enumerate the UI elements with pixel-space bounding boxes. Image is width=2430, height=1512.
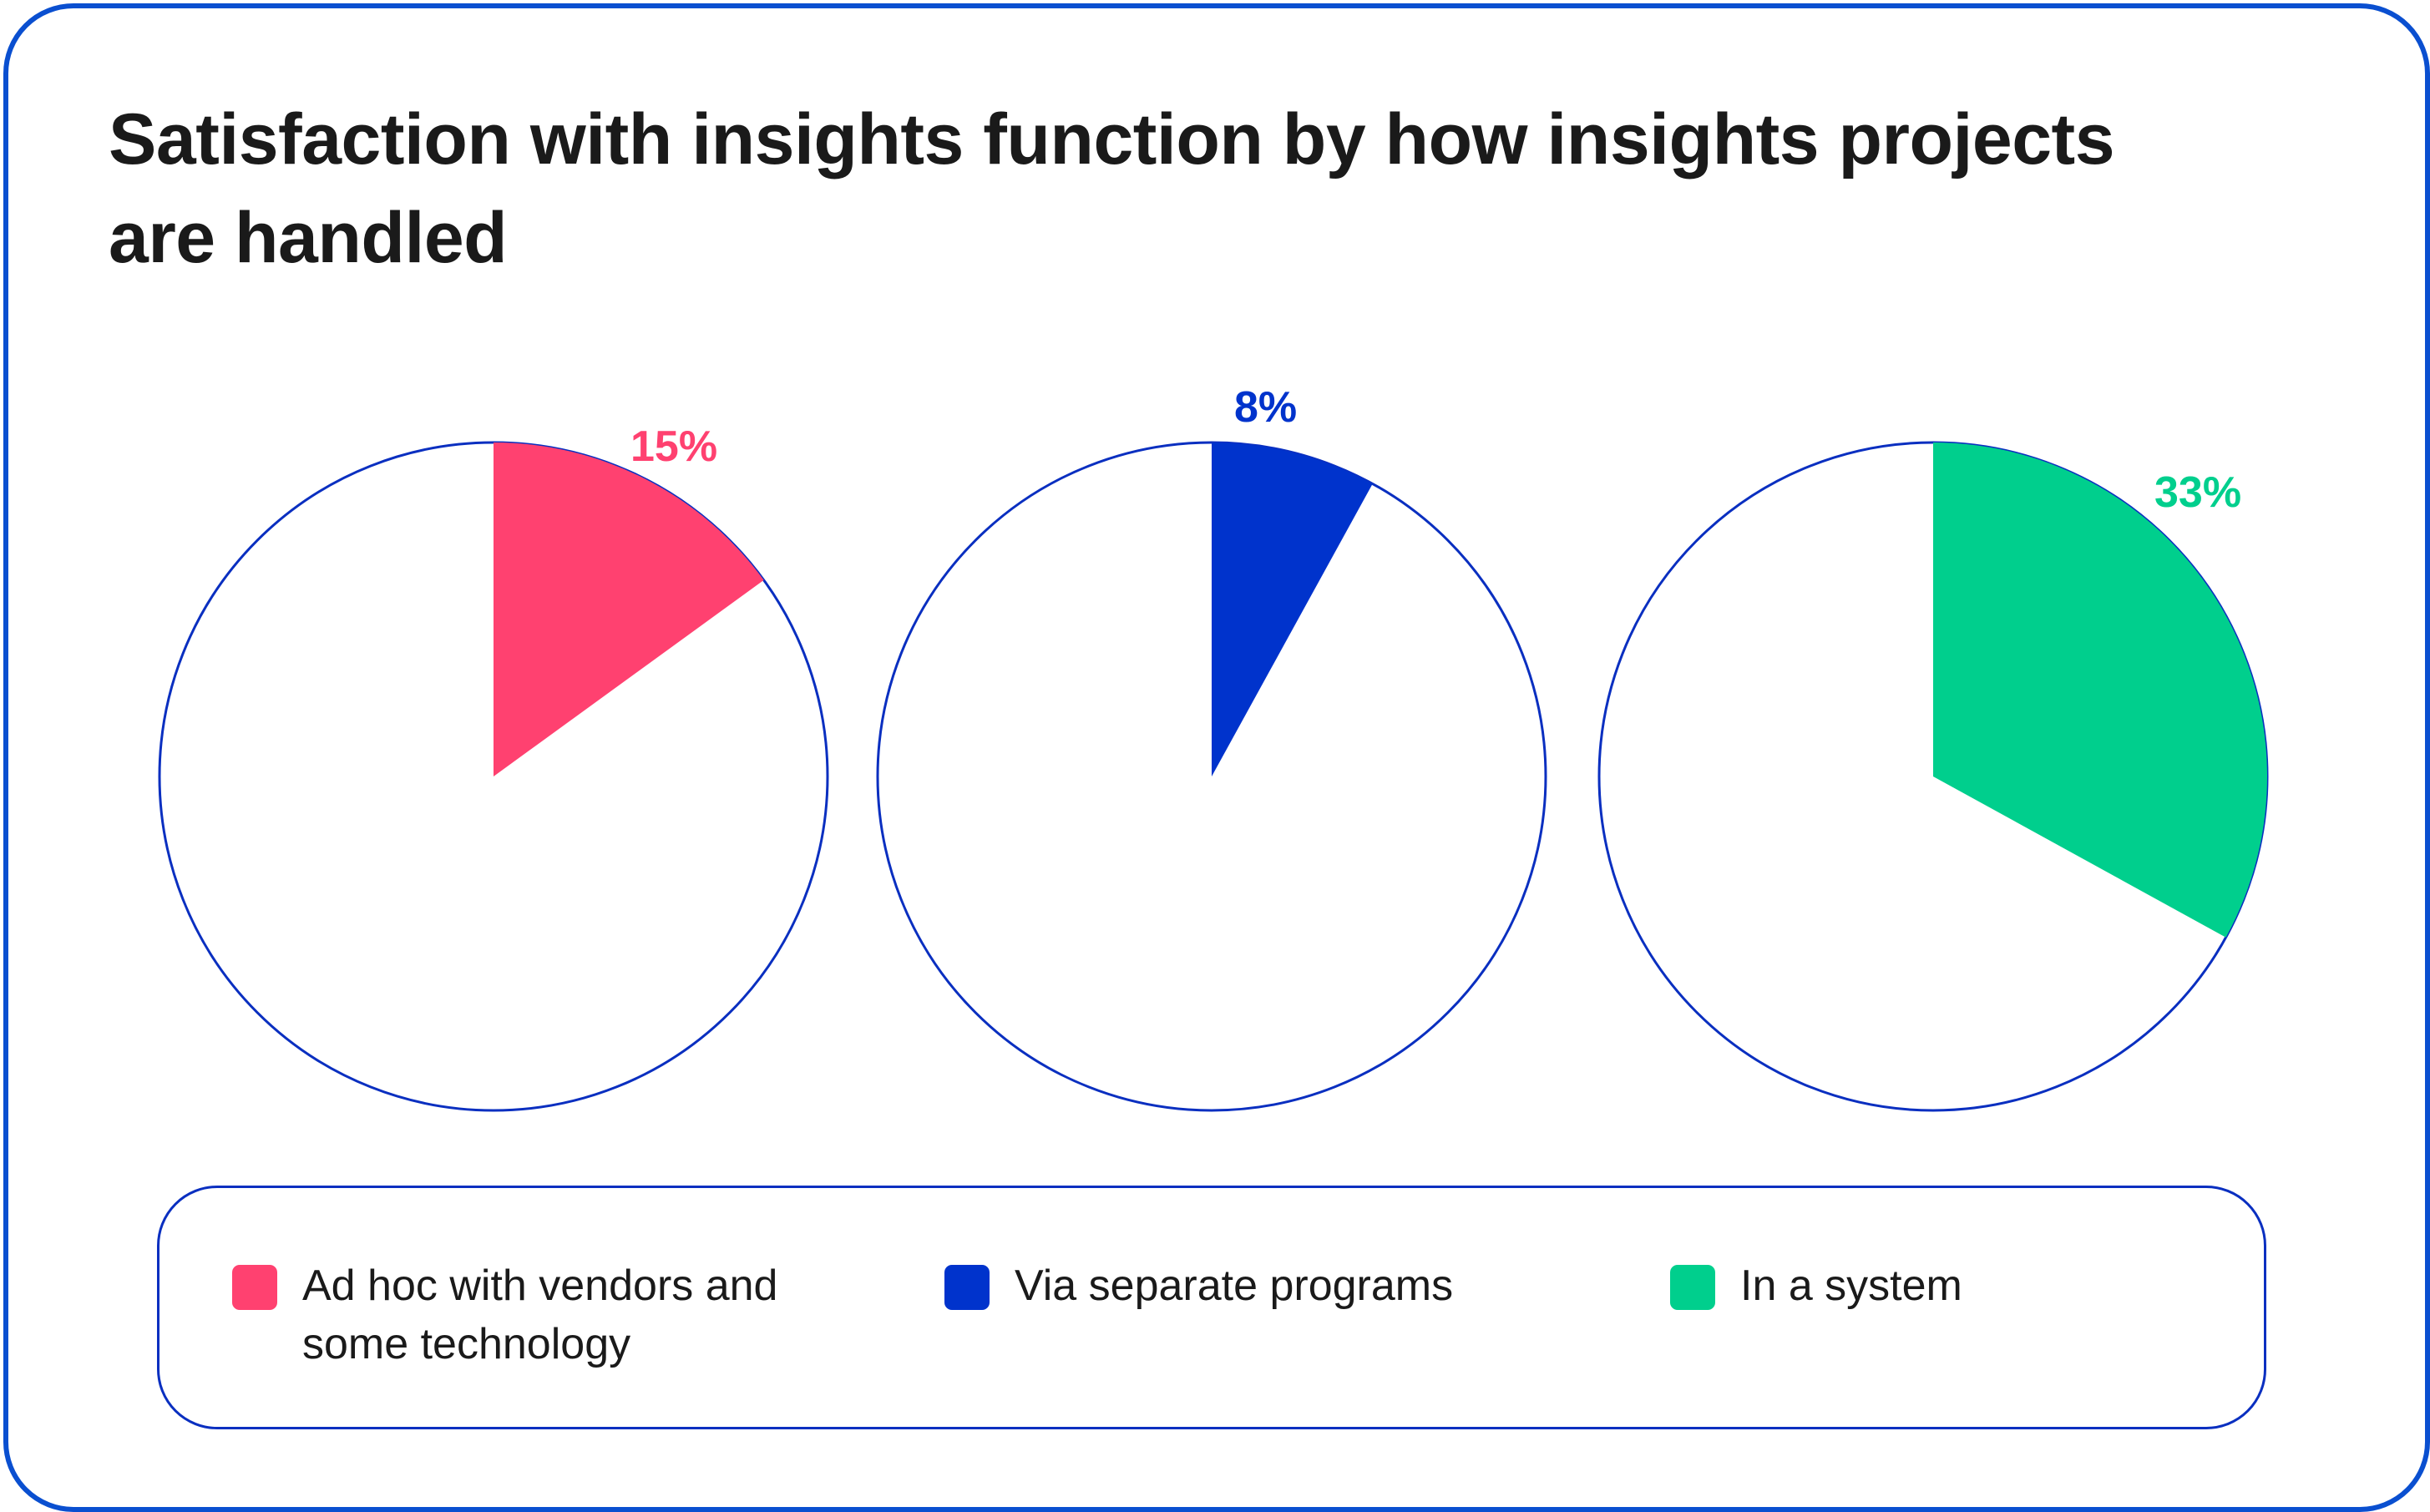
pie-separate-programs: 8% (876, 383, 1547, 1112)
pie-ad-hoc-slice (494, 442, 764, 776)
legend-label-separate-programs: Via separate programs (1015, 1262, 1454, 1310)
legend-swatch-ad-hoc (232, 1265, 277, 1310)
legend-swatch-separate-programs (944, 1265, 990, 1310)
pie-separate-programs-value-label: 8% (1234, 383, 1297, 432)
legend: Ad hoc with vendors and some technology … (157, 1186, 2266, 1429)
legend-label-in-a-system: In a system (1740, 1262, 1962, 1310)
pie-in-a-system: 33% (1597, 441, 2269, 1112)
legend-item-in-a-system: In a system (1670, 1257, 1962, 1315)
legend-swatch-in-a-system (1670, 1265, 1715, 1310)
pie-ad-hoc: 15% (158, 422, 829, 1112)
pie-in-a-system-slice (1933, 442, 2267, 938)
chart-title: Satisfaction with insights function by h… (109, 99, 2115, 278)
legend-item-separate-programs: Via separate programs (944, 1257, 1453, 1315)
legend-label-ad-hoc: Ad hoc with vendors and some technology (302, 1262, 778, 1368)
pie-separate-programs-slice (1212, 442, 1373, 776)
legend-item-ad-hoc: Ad hoc with vendors and some technology (232, 1257, 820, 1373)
pie-in-a-system-value-label: 33% (2154, 468, 2241, 517)
pie-ad-hoc-value-label: 15% (630, 422, 717, 471)
